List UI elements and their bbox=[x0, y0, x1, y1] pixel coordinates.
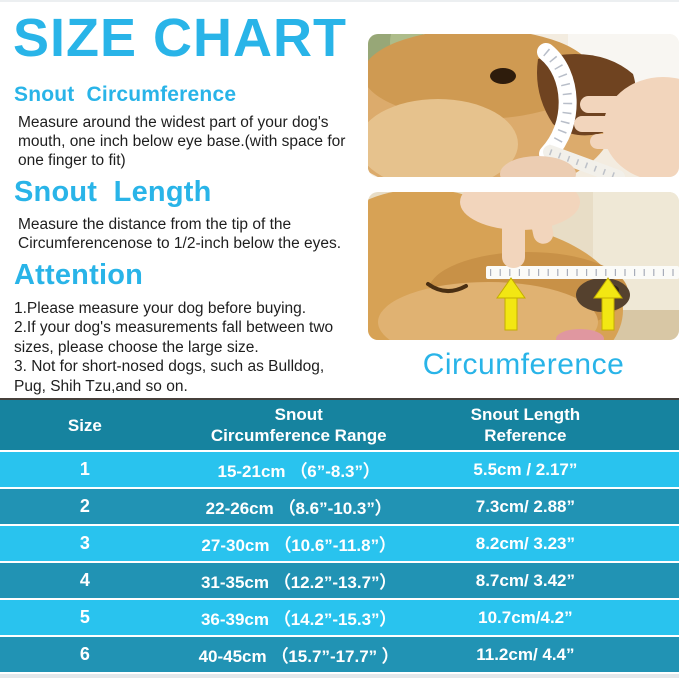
table-row-size-6: 6 40-45cm （15.7”-17.7” ） 11.2cm/ 4.4” bbox=[0, 637, 679, 672]
column-header-length: Snout Length Reference bbox=[428, 400, 679, 450]
attention-item: 2.If your dog's measurements fall betwee… bbox=[14, 319, 334, 356]
attention-list: 1.Please measure your dog before buying.… bbox=[14, 299, 359, 397]
size-value: 6 bbox=[79, 644, 90, 664]
circumference-value: 22-26cm （8.6”-10.3”） bbox=[205, 499, 392, 518]
table-row-size-1: 1 15-21cm （6”-8.3”） 5.5cm / 2.17” bbox=[0, 452, 679, 487]
table-row-size-5: 5 36-39cm （14.2”-15.3”） 10.7cm/4.2” bbox=[0, 600, 679, 635]
dog-length-photo-illustration bbox=[368, 192, 679, 340]
column-header-line: Snout Length bbox=[470, 405, 581, 424]
instructions-column: SIZE CHART Snout Circumference Measure a… bbox=[13, 10, 365, 396]
photo-measuring-snout-circumference bbox=[368, 34, 679, 177]
circumference-value: 31-35cm （12.2”-13.7”） bbox=[200, 573, 397, 592]
circumference-value: 15-21cm （6”-8.3”） bbox=[217, 462, 381, 481]
page-title: SIZE CHART bbox=[13, 8, 347, 68]
size-value: 3 bbox=[79, 533, 90, 553]
size-value: 4 bbox=[79, 570, 90, 590]
size-value: 5 bbox=[79, 607, 90, 627]
size-value: 2 bbox=[79, 496, 90, 516]
attention-item: 3. Not for short-nosed dogs, such as Bul… bbox=[14, 358, 325, 395]
table-top-border bbox=[0, 398, 679, 400]
size-value: 1 bbox=[79, 459, 90, 479]
dog-circumference-photo-illustration bbox=[368, 34, 679, 177]
size-table: Size Snout Circumference Range Snout Len… bbox=[0, 398, 679, 678]
length-value: 8.7cm/ 3.42” bbox=[475, 570, 575, 590]
length-value: 11.2cm/ 4.4” bbox=[476, 644, 575, 664]
column-header-line: Reference bbox=[484, 426, 567, 445]
heading-snout-length: Snout Length bbox=[14, 175, 212, 208]
column-header-circumference: Snout Circumference Range bbox=[170, 400, 428, 450]
table-row-size-3: 3 27-30cm （10.6”-11.8”） 8.2cm/ 3.23” bbox=[0, 526, 679, 561]
heading-attention: Attention bbox=[14, 258, 144, 291]
length-value: 8.2cm/ 3.23” bbox=[475, 533, 575, 553]
length-value: 7.3cm/ 2.88” bbox=[475, 496, 575, 516]
attention-item: 1.Please measure your dog before buying. bbox=[14, 299, 307, 317]
table-header-row: Size Snout Circumference Range Snout Len… bbox=[0, 400, 679, 450]
yellow-arrow-icon bbox=[496, 277, 623, 331]
length-value: 5.5cm / 2.17” bbox=[473, 459, 578, 479]
snout-length-description: Measure the distance from the tip of the… bbox=[18, 215, 342, 252]
snout-circumference-description: Measure around the widest part of your d… bbox=[18, 113, 346, 169]
column-header-line: Circumference Range bbox=[210, 426, 387, 445]
circumference-value: 27-30cm （10.6”-11.8”） bbox=[201, 536, 397, 555]
column-header-line: Snout bbox=[274, 405, 323, 424]
heading-snout-circumference: Snout Circumference bbox=[14, 82, 237, 106]
table-bottom-strip bbox=[0, 674, 679, 678]
table-row-size-2: 2 22-26cm （8.6”-10.3”） 7.3cm/ 2.88” bbox=[0, 489, 679, 524]
photo-measuring-snout-length bbox=[368, 192, 679, 340]
circumference-value: 40-45cm （15.7”-17.7” ） bbox=[198, 647, 399, 666]
column-header-size: Size bbox=[67, 415, 102, 435]
photo-caption-circumference: Circumference bbox=[422, 348, 625, 381]
circumference-value: 36-39cm （14.2”-15.3”） bbox=[200, 610, 397, 629]
length-value: 10.7cm/4.2” bbox=[478, 607, 573, 627]
table-row-size-4: 4 31-35cm （12.2”-13.7”） 8.7cm/ 3.42” bbox=[0, 563, 679, 598]
